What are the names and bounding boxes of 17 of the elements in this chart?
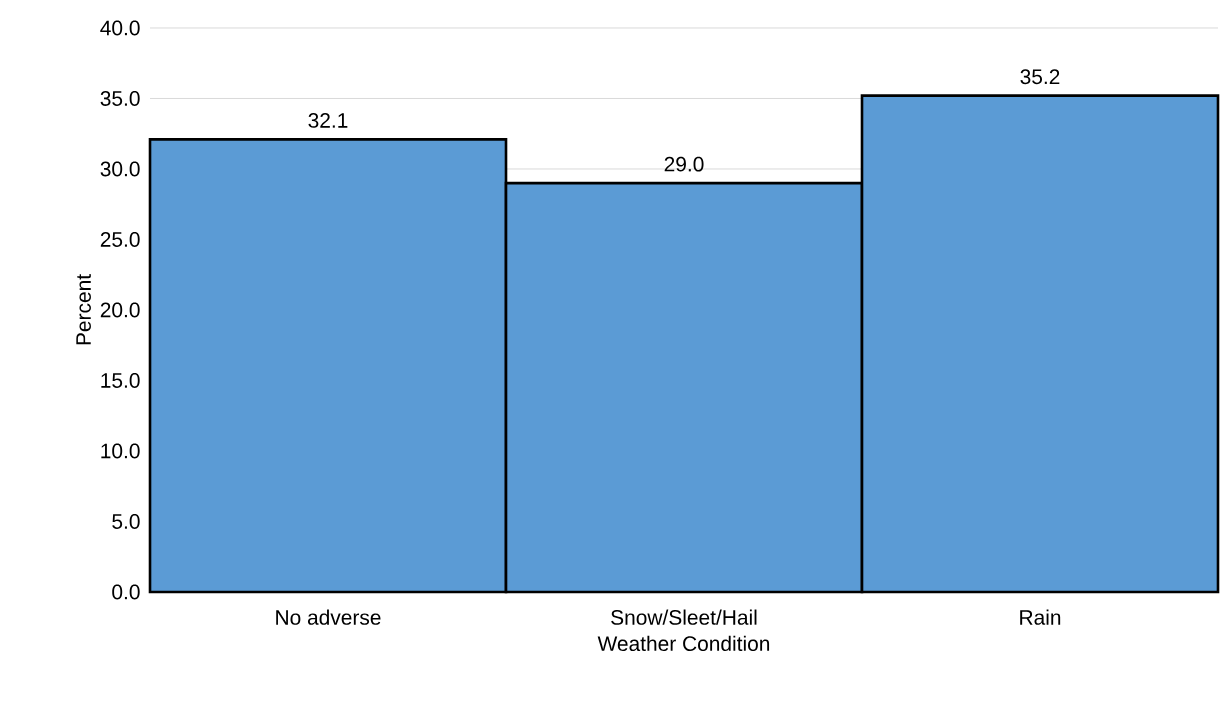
y-tick-label: 20.0 <box>100 302 140 318</box>
x-tick-label: No adverse <box>276 609 381 625</box>
y-axis-title: Percent <box>76 274 91 345</box>
x-tick-label: Snow/Sleet/Hail <box>611 609 757 625</box>
data-label: 29.0 <box>664 156 704 172</box>
data-label: 35.2 <box>1020 69 1060 85</box>
x-axis-title: Weather Condition <box>597 635 770 652</box>
y-tick-label: 35.0 <box>100 91 140 106</box>
y-tick-label: 0.0 <box>112 584 140 600</box>
y-tick-label: 15.0 <box>101 373 140 388</box>
y-tick-label: 40.0 <box>100 20 140 36</box>
y-tick-label: 10.0 <box>101 443 140 459</box>
y-tick-label: 5.0 <box>112 514 140 529</box>
data-label: 32.1 <box>308 113 348 128</box>
y-tick-label: 25.0 <box>100 232 140 247</box>
x-tick-label: Rain <box>1020 609 1061 625</box>
y-tick-label: 30.0 <box>100 161 140 177</box>
